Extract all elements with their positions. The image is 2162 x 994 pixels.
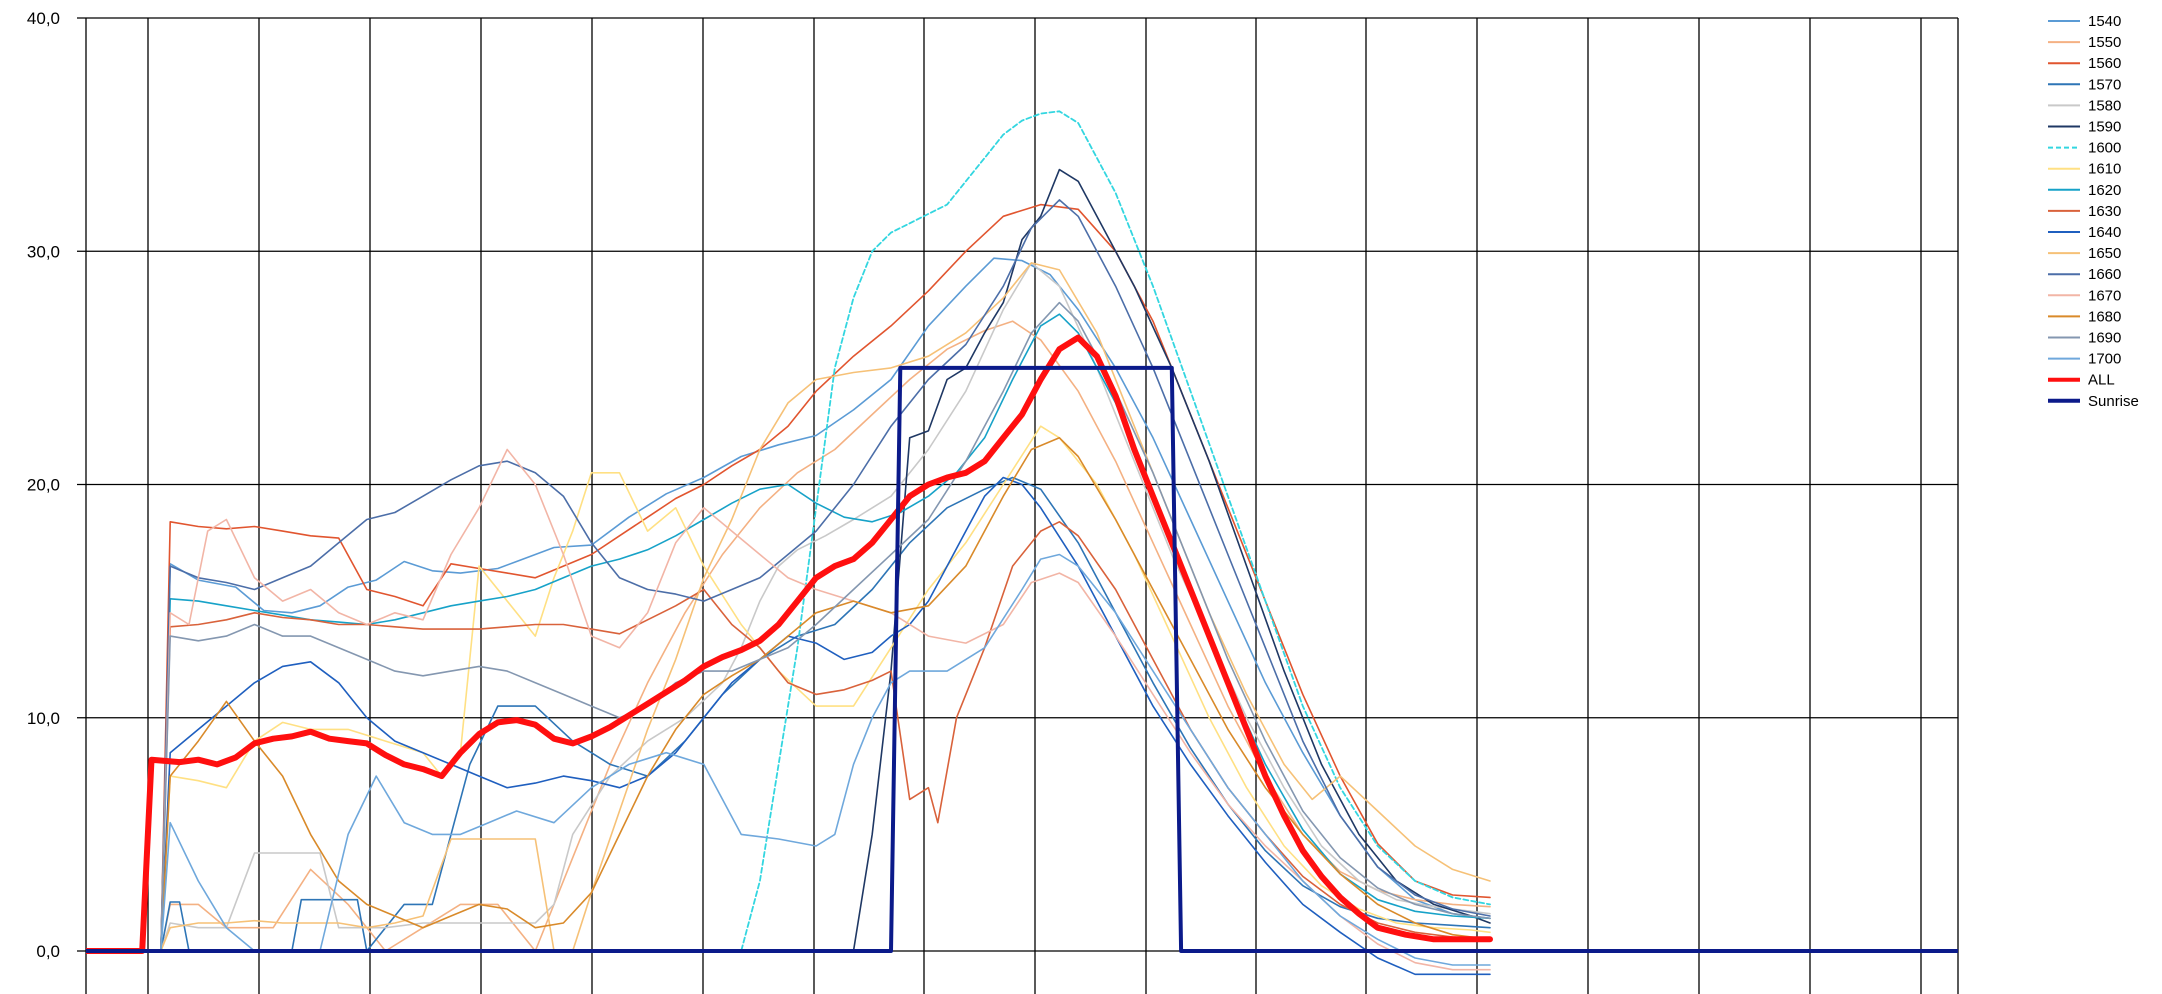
legend-label: 1670 [2088, 287, 2121, 304]
legend-label: 1630 [2088, 203, 2121, 220]
legend-label: 1650 [2088, 245, 2121, 262]
chart-series-layer [86, 110, 1958, 976]
legend-label: 1610 [2088, 161, 2121, 178]
legend-label: 1590 [2088, 119, 2121, 136]
series-line-1670 [86, 448, 1491, 971]
legend-label: 1640 [2088, 224, 2121, 241]
legend-label: 1660 [2088, 266, 2121, 283]
y-tick-label: 30,0 [27, 242, 60, 261]
legend-label: ALL [2088, 372, 2115, 389]
series-line-1600 [86, 110, 1491, 952]
chart-grid [77, 17, 1959, 994]
y-tick-label: 20,0 [27, 476, 60, 495]
series-line-1570 [86, 476, 1491, 952]
series-line-1560 [86, 203, 1491, 952]
series-line-all [86, 334, 1493, 954]
legend-label: 1560 [2088, 55, 2121, 72]
series-line-1650 [86, 262, 1491, 952]
series-line-1680 [86, 437, 1491, 952]
series-line-1540 [86, 257, 1491, 952]
series-line-1610 [86, 425, 1491, 952]
legend-label: Sunrise [2088, 393, 2139, 410]
legend-entry-1580: 1580 [2048, 97, 2121, 114]
legend-entry-1680: 1680 [2048, 308, 2121, 325]
series-line-sunrise [86, 365, 1958, 953]
legend-entry-1690: 1690 [2048, 330, 2121, 347]
legend-entry-all: ALL [2048, 372, 2115, 389]
legend-label: 1690 [2088, 330, 2121, 347]
series-line-1620 [86, 313, 1491, 952]
legend-label: 1700 [2088, 351, 2121, 368]
series-line-1580 [86, 262, 1491, 952]
legend-label: 1580 [2088, 97, 2121, 114]
y-tick-label: 10,0 [27, 709, 60, 728]
legend-entry-1540: 1540 [2048, 13, 2121, 30]
legend-label: 1570 [2088, 76, 2121, 93]
legend-entry-1640: 1640 [2048, 224, 2121, 241]
series-line-1700 [86, 553, 1491, 966]
legend-entry-1660: 1660 [2048, 266, 2121, 283]
legend-entry-1600: 1600 [2048, 140, 2121, 157]
legend-label: 1680 [2088, 308, 2121, 325]
legend-label: 1600 [2088, 140, 2121, 157]
chart-legend: 1540 1550 1560 1570 1580 1590 1600 1610 1620 1630… [2048, 13, 2139, 410]
legend-entry-1590: 1590 [2048, 119, 2121, 136]
y-tick-label: 40,0 [27, 9, 60, 28]
legend-entry-1610: 1610 [2048, 161, 2121, 178]
legend-entry-1670: 1670 [2048, 287, 2121, 304]
legend-label: 1540 [2088, 13, 2121, 30]
series-line-1590 [86, 168, 1491, 952]
legend-entry-1570: 1570 [2048, 76, 2121, 93]
series-line-1690 [86, 301, 1491, 952]
y-tick-label: 0,0 [36, 942, 60, 961]
legend-entry-1630: 1630 [2048, 203, 2121, 220]
y-axis: 0,0 10,0 20,0 30,0 40,0 [27, 9, 60, 961]
legend-entry-sunrise: Sunrise [2048, 393, 2139, 410]
legend-label: 1620 [2088, 182, 2121, 199]
legend-label: 1550 [2088, 34, 2121, 51]
legend-entry-1550: 1550 [2048, 34, 2121, 51]
legend-entry-1650: 1650 [2048, 245, 2121, 262]
series-line-1660 [86, 199, 1491, 952]
legend-entry-1620: 1620 [2048, 182, 2121, 199]
legend-entry-1700: 1700 [2048, 351, 2121, 368]
legend-entry-1560: 1560 [2048, 55, 2121, 72]
